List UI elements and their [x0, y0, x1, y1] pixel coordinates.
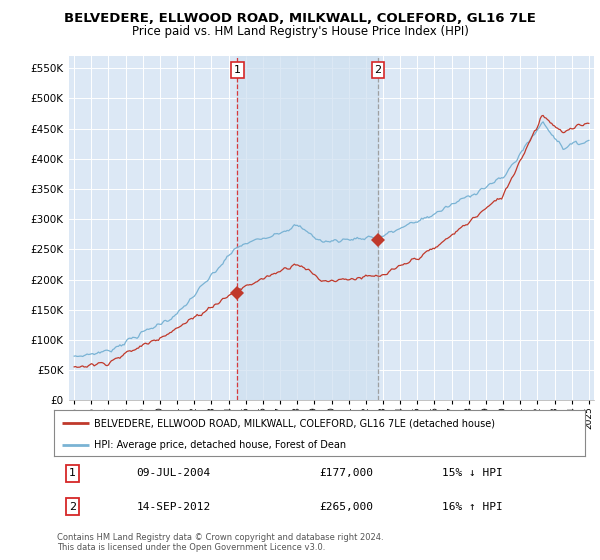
Text: Contains HM Land Registry data © Crown copyright and database right 2024.: Contains HM Land Registry data © Crown c… [57, 533, 383, 542]
Text: 1: 1 [234, 65, 241, 75]
Text: Price paid vs. HM Land Registry's House Price Index (HPI): Price paid vs. HM Land Registry's House … [131, 25, 469, 38]
Bar [238, 56, 378, 400]
Text: HPI: Average price, detached house, Forest of Dean: HPI: Average price, detached house, Fore… [94, 440, 346, 450]
Text: 14-SEP-2012: 14-SEP-2012 [136, 502, 211, 511]
Text: 09-JUL-2004: 09-JUL-2004 [136, 469, 211, 478]
Text: 2: 2 [374, 65, 382, 75]
Text: BELVEDERE, ELLWOOD ROAD, MILKWALL, COLEFORD, GL16 7LE: BELVEDERE, ELLWOOD ROAD, MILKWALL, COLEF… [64, 12, 536, 25]
Text: 1: 1 [69, 469, 76, 478]
Text: £265,000: £265,000 [320, 502, 373, 511]
Text: £177,000: £177,000 [320, 469, 373, 478]
Text: 15% ↓ HPI: 15% ↓ HPI [442, 469, 502, 478]
Text: 2: 2 [69, 502, 76, 511]
Text: 16% ↑ HPI: 16% ↑ HPI [442, 502, 502, 511]
Text: BELVEDERE, ELLWOOD ROAD, MILKWALL, COLEFORD, GL16 7LE (detached house): BELVEDERE, ELLWOOD ROAD, MILKWALL, COLEF… [94, 418, 495, 428]
Text: This data is licensed under the Open Government Licence v3.0.: This data is licensed under the Open Gov… [57, 543, 325, 552]
